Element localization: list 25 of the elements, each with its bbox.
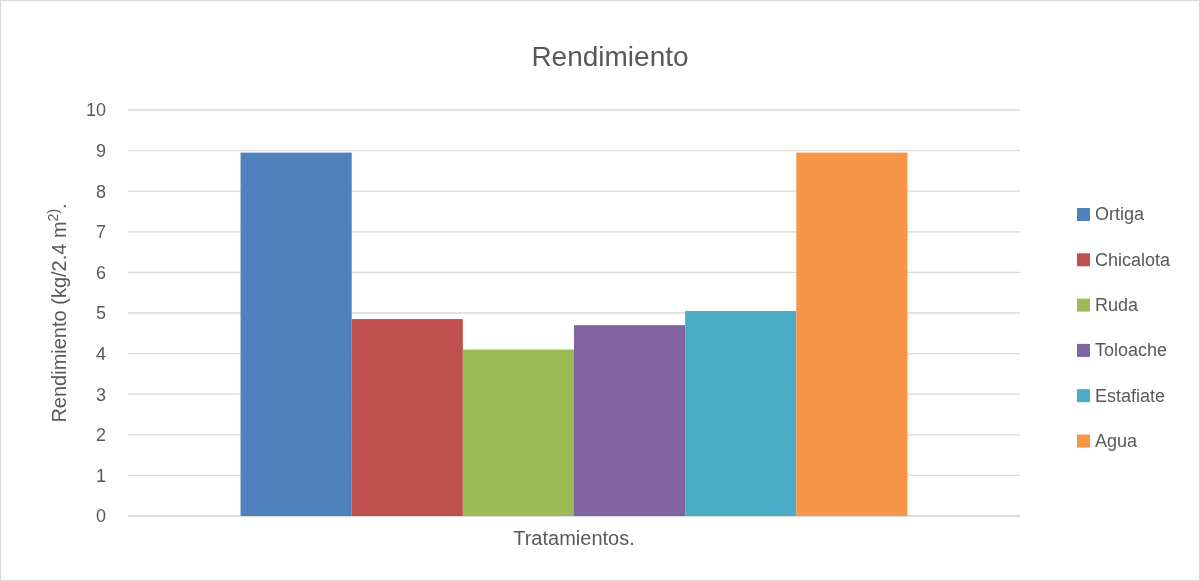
y-tick-label: 9 [95, 140, 106, 161]
legend-label: Estafiate [1095, 385, 1166, 406]
chart-title: Rendimiento [531, 41, 689, 72]
bar [796, 152, 908, 516]
y-tick-label: 6 [95, 262, 106, 283]
y-tick-label: 8 [95, 181, 106, 202]
y-tick-label: 5 [95, 303, 106, 324]
y-tick-label: 0 [95, 506, 106, 527]
y-tick-label: 7 [95, 222, 106, 243]
y-tick-label: 4 [95, 343, 106, 364]
legend-label: Ortiga [1095, 204, 1146, 225]
bar [240, 152, 352, 516]
bar [462, 349, 574, 516]
legend-label: Toloache [1095, 340, 1168, 361]
legend-label: Chicalota [1095, 249, 1172, 270]
y-tick-label: 1 [95, 465, 106, 486]
x-tick-label: Tratamientos. [513, 527, 635, 549]
legend-label: Ruda [1095, 294, 1140, 315]
y-tick-label: 3 [95, 384, 106, 405]
bar [351, 319, 463, 516]
bar [685, 310, 797, 516]
legend-label: Agua [1095, 430, 1139, 451]
y-tick-label: 10 [85, 100, 106, 121]
y-tick-label: 2 [95, 425, 106, 446]
bar [574, 325, 686, 516]
